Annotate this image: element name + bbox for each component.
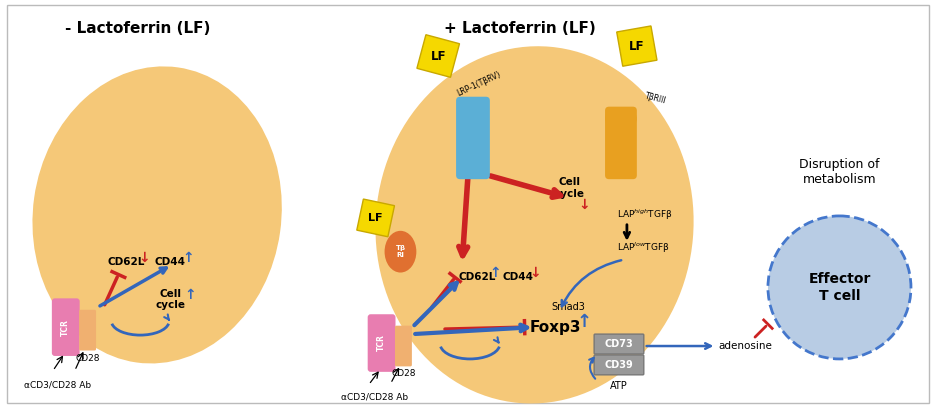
Text: CD39: CD39: [605, 360, 634, 370]
Text: CD44: CD44: [154, 257, 185, 266]
Text: CD28: CD28: [391, 369, 416, 378]
FancyBboxPatch shape: [605, 106, 636, 179]
Text: ↑: ↑: [577, 313, 592, 331]
Ellipse shape: [605, 108, 636, 129]
Text: CD28: CD28: [76, 354, 100, 363]
Text: CD62L: CD62L: [108, 257, 145, 266]
FancyBboxPatch shape: [80, 310, 96, 350]
Text: αCD3/CD28 Ab: αCD3/CD28 Ab: [24, 381, 92, 390]
Polygon shape: [417, 35, 460, 77]
Text: CD73: CD73: [605, 339, 634, 349]
Text: TβRIII: TβRIII: [644, 91, 667, 106]
Text: ↓: ↓: [578, 198, 590, 212]
Text: TCR: TCR: [61, 319, 70, 336]
Text: TCR: TCR: [377, 335, 386, 351]
Text: ↑: ↑: [184, 288, 196, 302]
Polygon shape: [357, 199, 394, 237]
Text: LAP$^{high}$TGFβ: LAP$^{high}$TGFβ: [617, 208, 672, 222]
Ellipse shape: [385, 231, 417, 273]
Text: LF: LF: [629, 40, 645, 53]
Text: LF: LF: [369, 213, 383, 223]
Circle shape: [768, 216, 911, 359]
FancyBboxPatch shape: [7, 5, 929, 403]
Text: αCD3/CD28 Ab: αCD3/CD28 Ab: [341, 393, 408, 402]
FancyBboxPatch shape: [51, 298, 80, 356]
Text: LRP-1(TβRV): LRP-1(TβRV): [455, 69, 502, 98]
Text: Foxp3: Foxp3: [530, 319, 581, 335]
Text: adenosine: adenosine: [718, 341, 772, 351]
Text: + Lactoferrin (LF): + Lactoferrin (LF): [444, 21, 595, 36]
FancyBboxPatch shape: [456, 97, 490, 179]
Text: Tβ
RI: Tβ RI: [395, 245, 405, 258]
Text: LF: LF: [431, 49, 446, 62]
Text: LAP$^{low}$TGFβ: LAP$^{low}$TGFβ: [617, 240, 669, 255]
Text: CD62L: CD62L: [458, 273, 495, 282]
FancyBboxPatch shape: [395, 326, 412, 366]
Text: Disruption of
metabolism: Disruption of metabolism: [799, 158, 880, 186]
Text: - Lactoferrin (LF): - Lactoferrin (LF): [65, 21, 210, 36]
Text: Effector
T cell: Effector T cell: [809, 272, 870, 302]
Text: Smad3: Smad3: [551, 302, 585, 312]
FancyBboxPatch shape: [594, 334, 644, 354]
Text: ↓: ↓: [530, 266, 541, 279]
FancyBboxPatch shape: [368, 314, 396, 372]
Text: Cell
cycle: Cell cycle: [155, 288, 185, 310]
Text: ATP: ATP: [610, 381, 628, 391]
Ellipse shape: [33, 67, 282, 364]
Ellipse shape: [375, 46, 694, 404]
Text: CD44: CD44: [503, 273, 534, 282]
FancyBboxPatch shape: [594, 355, 644, 375]
Polygon shape: [617, 26, 657, 66]
Text: Cell
cycle: Cell cycle: [554, 177, 584, 199]
Text: ↓: ↓: [139, 251, 150, 265]
Text: ↑: ↑: [489, 266, 501, 279]
Text: ↑: ↑: [183, 251, 194, 265]
